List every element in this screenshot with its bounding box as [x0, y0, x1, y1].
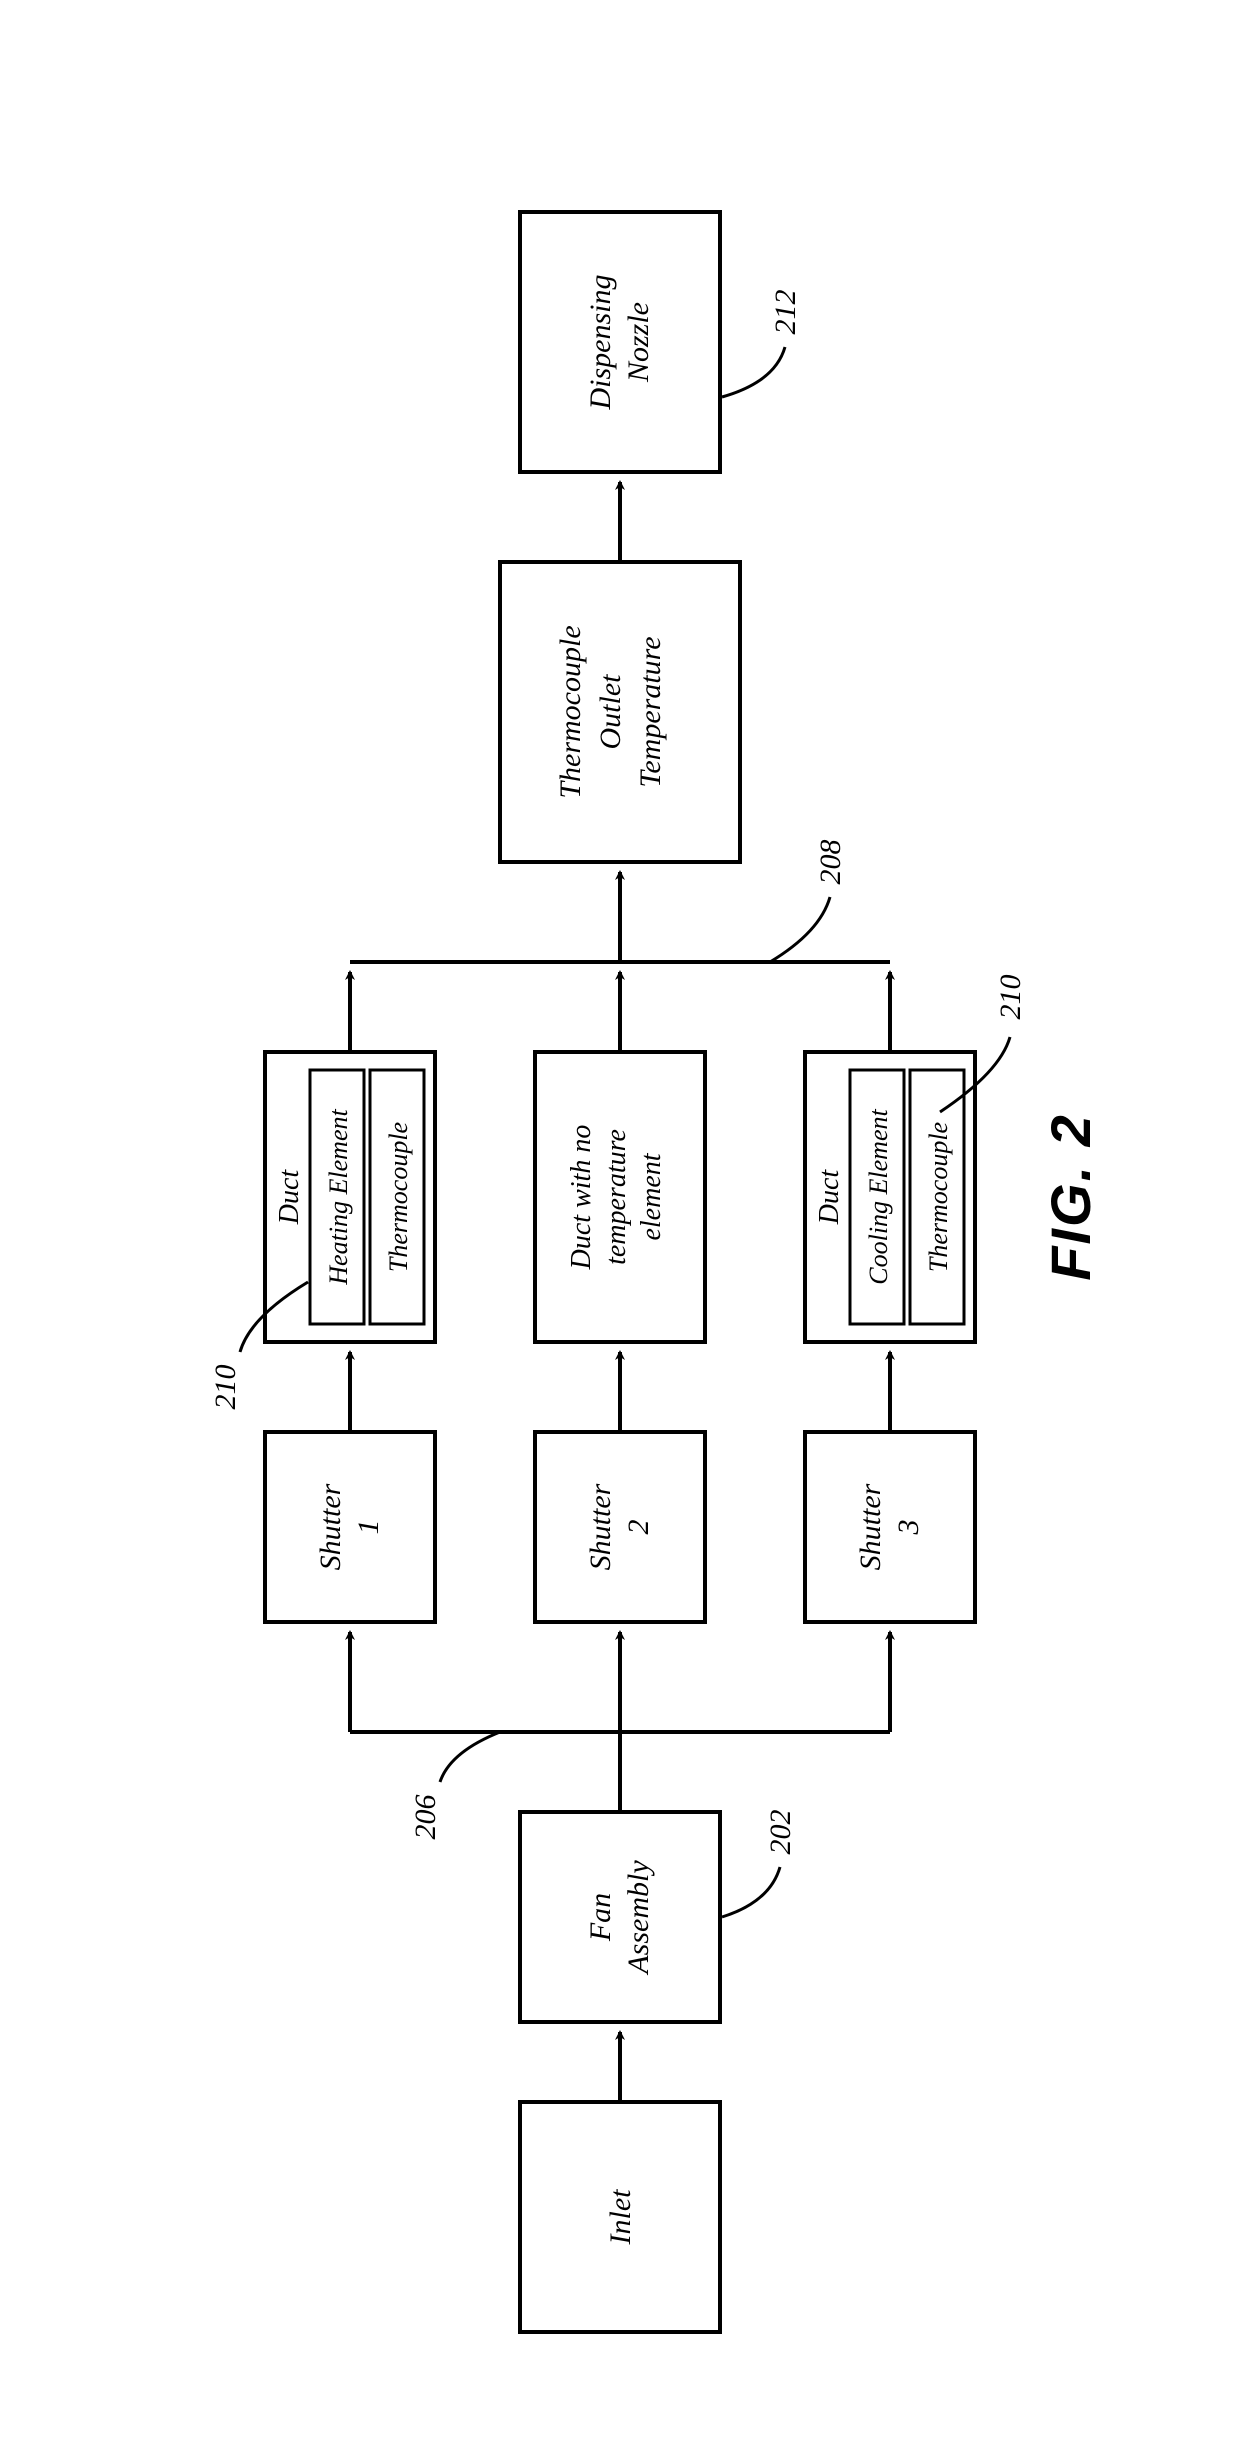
ref-leader-208: [770, 897, 830, 962]
inlet-node: Inlet: [520, 2102, 720, 2332]
ref-210b: 210: [994, 975, 1027, 1020]
ref-leader-212: [722, 347, 785, 397]
ref-leader-202: [722, 1867, 780, 1917]
tc-l2: Outlet: [594, 674, 627, 750]
duct3-title: Duct: [814, 1169, 845, 1226]
ref-212: 212: [769, 290, 802, 335]
shutter1-node: Shutter 1: [265, 1432, 435, 1622]
duct2-l2: temperature: [601, 1129, 632, 1265]
tc-l1: Thermocouple: [554, 625, 587, 798]
fan-node: Fan Assembly: [520, 1812, 720, 2022]
ref-202: 202: [764, 1810, 797, 1855]
shutter1-l2: 1: [352, 1520, 385, 1535]
duct2-node: Duct with no temperature element: [535, 1052, 705, 1342]
ref-leader-206: [440, 1732, 500, 1782]
duct1-title: Duct: [274, 1169, 305, 1226]
duct1-sub2: Thermocouple: [384, 1122, 413, 1272]
figure-caption: FIG. 2: [1039, 1113, 1102, 1281]
duct3-sub1: Cooling Element: [864, 1108, 893, 1284]
fan-label-2: Assembly: [622, 1860, 655, 1976]
nozzle-l1: Dispensing: [584, 275, 617, 411]
shutter3-l1: Shutter: [854, 1483, 887, 1570]
inlet-label: Inlet: [604, 2189, 637, 2246]
ref-208: 208: [814, 840, 847, 885]
ref-210a: 210: [209, 1365, 242, 1410]
duct2-l3: element: [636, 1152, 667, 1240]
shutter3-l2: 3: [892, 1520, 925, 1536]
diagram-canvas: Inlet Fan Assembly 202 206 Shutter 1: [0, 0, 1240, 2445]
ref-206: 206: [409, 1795, 442, 1840]
shutter3-node: Shutter 3: [805, 1432, 975, 1622]
tc-outlet-node: Thermocouple Outlet Temperature: [500, 562, 740, 862]
shutter2-l1: Shutter: [584, 1483, 617, 1570]
shutter2-l2: 2: [622, 1520, 655, 1535]
duct2-l1: Duct with no: [566, 1125, 597, 1271]
duct3-node: Duct Cooling Element Thermocouple: [805, 1052, 975, 1342]
tc-l3: Temperature: [634, 636, 667, 787]
fan-label-1: Fan: [584, 1893, 617, 1942]
duct3-sub2: Thermocouple: [924, 1122, 953, 1272]
nozzle-node: Dispensing Nozzle: [520, 212, 720, 472]
duct1-sub1: Heating Element: [324, 1109, 353, 1286]
duct1-node: Duct Heating Element Thermocouple: [265, 1052, 435, 1342]
shutter1-l1: Shutter: [314, 1483, 347, 1570]
shutter2-node: Shutter 2: [535, 1432, 705, 1622]
nozzle-l2: Nozzle: [622, 302, 655, 383]
